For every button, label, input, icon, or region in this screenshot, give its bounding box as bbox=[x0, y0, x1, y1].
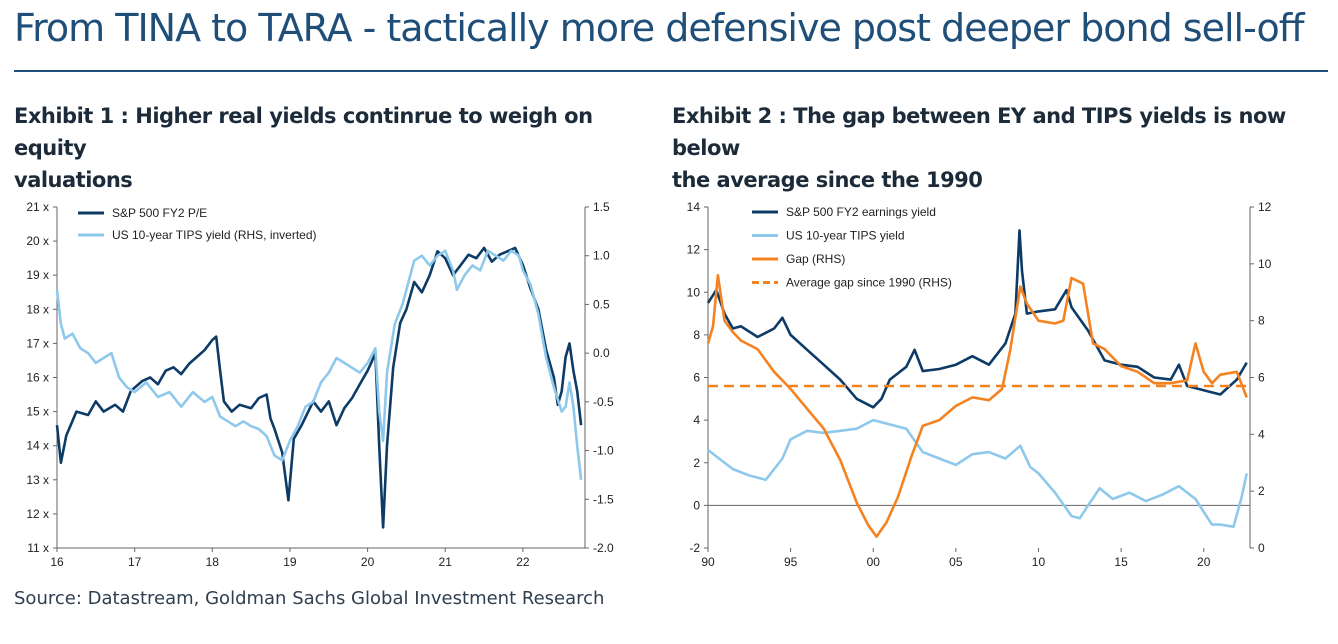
exhibit-2-x-tick-label: 15 bbox=[1114, 555, 1128, 569]
exhibit-2-legend-label-3: Average gap since 1990 (RHS) bbox=[786, 276, 952, 290]
exhibit-2-right-tick-label: 8 bbox=[1258, 314, 1265, 328]
exhibit-1-left-tick-label: 13 x bbox=[26, 473, 49, 487]
exhibit-1-x-tick-label: 20 bbox=[361, 555, 375, 569]
exhibit-1-left-tick-label: 12 x bbox=[26, 507, 49, 521]
exhibit-1-title: Exhibit 1 : Higher real yields continrue… bbox=[14, 100, 634, 196]
exhibit-1-x-tick-label: 16 bbox=[50, 555, 64, 569]
exhibit-2-x-tick-label: 05 bbox=[949, 555, 963, 569]
exhibit-1-x-tick-label: 19 bbox=[283, 555, 297, 569]
exhibit-2-series-line-2 bbox=[706, 273, 1248, 538]
exhibit-1-x-tick-label: 22 bbox=[516, 555, 530, 569]
exhibit-1-right-tick-label: -1.5 bbox=[593, 492, 614, 506]
exhibit-1-right-tick-label: -2.0 bbox=[593, 541, 614, 555]
exhibit-2-left-tick-label: -2 bbox=[689, 541, 700, 555]
exhibit-2-x-tick-label: 10 bbox=[1032, 555, 1046, 569]
source-note: Source: Datastream, Goldman Sachs Global… bbox=[14, 588, 605, 609]
exhibit-1-left-tick-label: 11 x bbox=[27, 541, 49, 555]
exhibit-1-chart: 21 x 20 x 19 x 18 x 17 x 16 x 15 x 14 x 13 x 12 x… bbox=[26, 200, 614, 569]
exhibit-2-legend-label-0: S&P 500 FY2 earnings yield bbox=[786, 205, 936, 219]
exhibit-1-series-line-1 bbox=[55, 249, 583, 480]
exhibit-2-legend-label-1: US 10-year TIPS yield bbox=[786, 229, 905, 243]
exhibit-2-legend-label-2: Gap (RHS) bbox=[786, 252, 845, 266]
exhibit-1-right-tick-label: 1.0 bbox=[593, 249, 610, 263]
exhibit-1-left-tick-label: 20 x bbox=[26, 234, 49, 248]
exhibit-1-right-tick-label: 1.5 bbox=[593, 200, 610, 214]
exhibit-1-right-tick-label: -1.0 bbox=[593, 444, 614, 458]
exhibit-1-title-line2: valuations bbox=[14, 168, 133, 192]
exhibit-2-x-tick-label: 95 bbox=[784, 555, 798, 569]
exhibit-1-x-tick-label: 17 bbox=[128, 555, 142, 569]
title-divider bbox=[14, 70, 1328, 72]
exhibit-2-right-tick-label: 0 bbox=[1258, 541, 1265, 555]
exhibit-2-right-tick-label: 6 bbox=[1258, 371, 1265, 385]
exhibit-1-left-tick-label: 21 x bbox=[26, 200, 49, 214]
exhibit-2-title-line1: Exhibit 2 : The gap between EY and TIPS … bbox=[672, 104, 1286, 160]
exhibit-2-x-tick-label: 90 bbox=[701, 555, 715, 569]
exhibit-2-right-tick-label: 2 bbox=[1258, 484, 1265, 498]
exhibit-2-series-line-1 bbox=[707, 418, 1248, 528]
exhibit-2-title: Exhibit 2 : The gap between EY and TIPS … bbox=[672, 100, 1312, 196]
exhibit-1-left-tick-label: 18 x bbox=[26, 302, 49, 316]
page-title: From TINA to TARA - tactically more defe… bbox=[14, 6, 1305, 50]
exhibit-2-left-tick-label: 6 bbox=[693, 371, 700, 385]
exhibit-2-left-tick-label: 2 bbox=[693, 456, 700, 470]
exhibit-2-left-tick-label: 12 bbox=[687, 243, 701, 257]
exhibit-1-left-tick-label: 16 x bbox=[26, 371, 49, 385]
exhibit-2-right-tick-label: 4 bbox=[1258, 427, 1265, 441]
exhibit-2-x-tick-label: 00 bbox=[867, 555, 881, 569]
exhibit-2-right-tick-label: 12 bbox=[1258, 200, 1272, 214]
exhibit-1-left-tick-label: 17 x bbox=[26, 336, 49, 350]
exhibit-1-left-tick-label: 14 x bbox=[26, 439, 49, 453]
exhibit-2-left-tick-label: 10 bbox=[687, 285, 701, 299]
exhibit-1-title-line1: Exhibit 1 : Higher real yields continrue… bbox=[14, 104, 593, 160]
exhibit-1-right-tick-label: -0.5 bbox=[593, 395, 614, 409]
exhibit-1-left-tick-label: 19 x bbox=[26, 268, 49, 282]
exhibit-2-left-tick-label: 8 bbox=[693, 328, 700, 342]
exhibit-2-title-line2: the average since the 1990 bbox=[672, 168, 983, 192]
exhibit-1-x-tick-label: 18 bbox=[206, 555, 220, 569]
exhibit-1-right-tick-label: 0.0 bbox=[593, 346, 610, 360]
exhibit-1-x-tick-label: 21 bbox=[439, 555, 453, 569]
exhibit-2-left-tick-label: 14 bbox=[687, 200, 701, 214]
exhibit-2-left-tick-label: 4 bbox=[693, 413, 700, 427]
exhibit-2-series-line-0 bbox=[706, 229, 1248, 409]
exhibit-2-right-tick-label: 10 bbox=[1258, 257, 1272, 271]
exhibit-1-legend-label-0: S&P 500 FY2 P/E bbox=[112, 206, 207, 220]
exhibit-1-legend-label-1: US 10-year TIPS yield (RHS, inverted) bbox=[112, 228, 317, 242]
exhibit-2-x-tick-label: 20 bbox=[1197, 555, 1211, 569]
exhibit-1-left-tick-label: 15 x bbox=[26, 405, 49, 419]
exhibit-1-right-tick-label: 0.5 bbox=[593, 297, 610, 311]
exhibit-2-left-tick-label: 0 bbox=[693, 498, 700, 512]
